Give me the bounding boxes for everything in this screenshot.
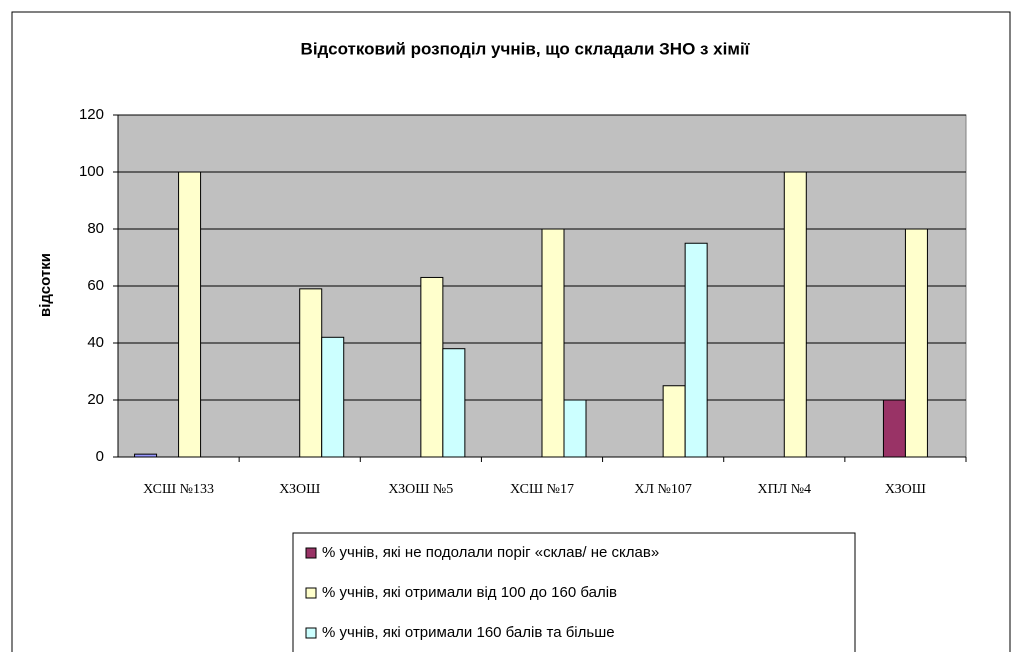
legend-box xyxy=(292,532,856,652)
bar xyxy=(563,399,587,458)
bar xyxy=(904,228,928,458)
x-tick-label: ХЗОШ №5 xyxy=(388,482,453,497)
bar xyxy=(321,336,345,458)
x-tick-label: ХЗОШ xyxy=(885,482,926,497)
y-tick-label: 100 xyxy=(79,163,104,180)
y-axis-label: відсотки xyxy=(37,253,54,317)
bar xyxy=(783,171,807,458)
y-tick-label: 80 xyxy=(87,220,104,237)
y-tick-label: 40 xyxy=(87,334,104,351)
legend-swatch xyxy=(305,547,317,559)
legend-label: % учнів, які отримали від 100 до 160 бал… xyxy=(322,584,617,601)
bar xyxy=(541,228,565,458)
bar xyxy=(134,453,158,458)
legend-swatch xyxy=(305,587,317,599)
x-tick-label: ХЗОШ xyxy=(279,482,320,497)
bar xyxy=(662,385,686,458)
chart-title: Відсотковий розподіл учнів, що складали … xyxy=(301,39,751,58)
legend-label: % учнів, які отримали 160 балів та більш… xyxy=(322,624,615,641)
x-tick-label: ХСШ №17 xyxy=(510,482,574,497)
bar xyxy=(420,276,444,458)
x-tick-label: ХЛ №107 xyxy=(634,482,691,497)
y-tick-label: 120 xyxy=(79,106,104,123)
y-tick-label: 0 xyxy=(96,448,104,465)
bar xyxy=(442,348,466,458)
x-tick-label: ХСШ №133 xyxy=(143,482,214,497)
y-tick-label: 20 xyxy=(87,391,104,408)
legend-label: % учнів, які не подолали поріг «склав/ н… xyxy=(322,544,659,561)
y-tick-label: 60 xyxy=(87,277,104,294)
bar xyxy=(178,171,202,458)
legend-swatch xyxy=(305,627,317,639)
bar xyxy=(299,288,323,458)
bar xyxy=(684,242,708,458)
x-tick-label: ХПЛ №4 xyxy=(757,482,811,497)
bar xyxy=(882,399,906,458)
